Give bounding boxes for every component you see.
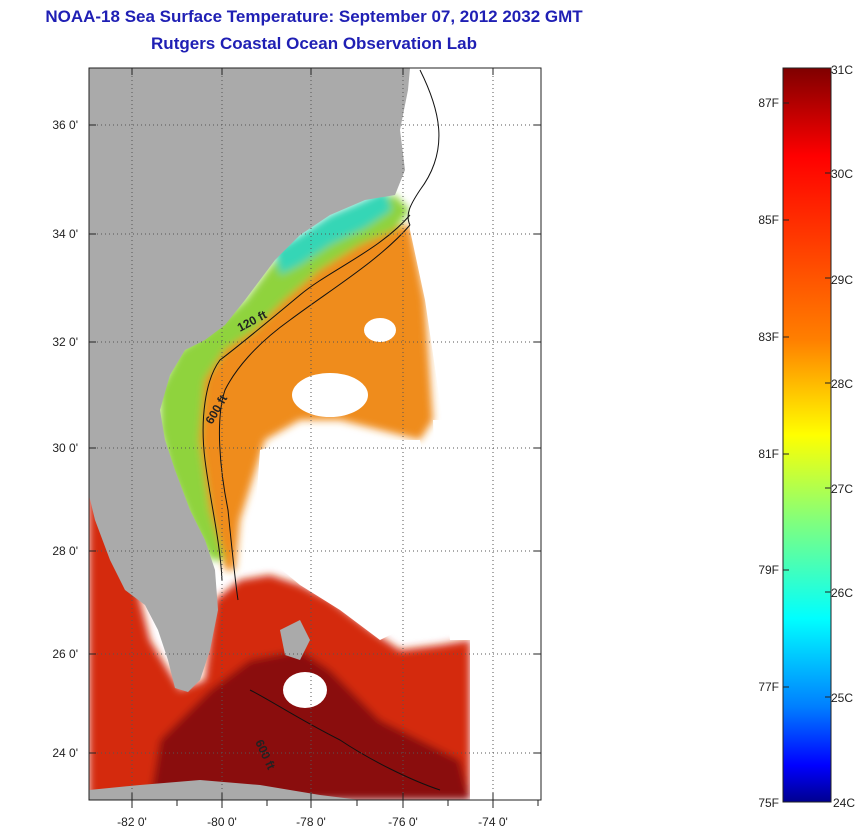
cloud-gap-north — [292, 373, 368, 417]
lat-tick-labels: 36 0' 34 0' 32 0' 30 0' 28 0' 26 0' 24 0… — [52, 118, 78, 760]
lon-tick-label: -78 0' — [296, 815, 326, 829]
map-subtitle: Rutgers Coastal Ocean Observation Lab — [151, 34, 477, 53]
cloud-gaps — [255, 68, 541, 800]
sst-map: 120 ft 600 ft 600 ft 36 0' 34 0' 32 0' 3… — [52, 67, 542, 829]
cuba-land — [89, 780, 360, 800]
lat-tick-label: 36 0' — [52, 118, 78, 132]
colorbar-f-label: 75F — [758, 796, 779, 810]
depth-contours — [202, 69, 441, 791]
lon-tick-label: -82 0' — [117, 815, 147, 829]
colorbar-gradient — [782, 67, 832, 803]
colorbar-c-label: 30C — [831, 167, 853, 181]
sst-cool-cyan — [275, 190, 392, 275]
contour-bahamas — [249, 689, 441, 791]
lat-tick-label: 24 0' — [52, 746, 78, 760]
colorbar-c-label: 25C — [831, 691, 853, 705]
lat-tick-label: 30 0' — [52, 441, 78, 455]
cloud-gap-large — [255, 430, 433, 640]
colorbar-f-label: 83F — [758, 330, 779, 344]
lat-tick-label: 28 0' — [52, 544, 78, 558]
cloud-gap-east — [364, 318, 396, 342]
andros-island — [280, 620, 310, 660]
map-title: NOAA-18 Sea Surface Temperature: Septemb… — [45, 7, 583, 26]
lon-tick-label: -80 0' — [207, 815, 237, 829]
colorbar-f-label: 77F — [758, 680, 779, 694]
no-coverage-east — [410, 68, 541, 800]
colorbar-c-label: 27C — [831, 482, 853, 496]
lat-tick-label: 34 0' — [52, 227, 78, 241]
lon-tick-labels: -82 0' -80 0' -78 0' -76 0' -74 0' — [117, 815, 508, 829]
colorbar-f-label: 81F — [758, 447, 779, 461]
colorbar-f-label: 85F — [758, 213, 779, 227]
colorbar-c-label: 24C — [833, 796, 855, 810]
map-ticks — [89, 68, 541, 808]
sst-bahamas-dark-region — [150, 650, 470, 800]
contour-120ft — [202, 214, 411, 581]
colorbar-c-label: 31C — [831, 63, 853, 77]
colorbar-f-label: 87F — [758, 96, 779, 110]
lon-tick-label: -76 0' — [388, 815, 418, 829]
map-frame — [88, 67, 542, 801]
lat-tick-label: 26 0' — [52, 647, 78, 661]
colorbar-c-label: 26C — [831, 586, 853, 600]
land-mass — [89, 68, 410, 800]
contour-600ft — [218, 224, 411, 601]
colorbar-ticks — [783, 67, 831, 803]
cloud-gap-blob — [283, 672, 327, 708]
colorbar-f-label: 79F — [758, 563, 779, 577]
colorbar-c-label: 28C — [831, 377, 853, 391]
temperature-colorbar: 31C 30C 29C 28C 27C 26C 25C 24C 87F 85F … — [758, 63, 855, 810]
lon-tick-label: -74 0' — [478, 815, 508, 829]
map-gridlines — [89, 68, 541, 800]
lat-tick-label: 32 0' — [52, 335, 78, 349]
us-east-coast-land — [89, 68, 410, 692]
colorbar-c-label: 29C — [831, 273, 853, 287]
contour-north — [407, 69, 440, 226]
